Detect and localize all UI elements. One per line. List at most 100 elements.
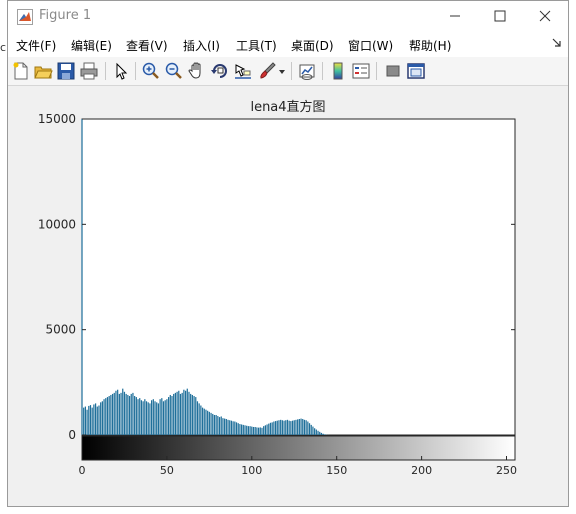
menu-desktop[interactable]: 桌面(D) (291, 39, 334, 53)
histogram-bar (210, 412, 212, 435)
histogram-bar (315, 429, 317, 435)
dock-arrow-icon[interactable] (552, 38, 562, 48)
menu-window[interactable]: 窗口(W) (348, 39, 394, 53)
histogram-bar (105, 398, 107, 435)
histogram-bar (108, 396, 110, 435)
histogram-bar (215, 414, 217, 435)
histogram-bar (176, 391, 178, 435)
histogram-bar (86, 409, 88, 435)
colorbar-icon[interactable] (328, 61, 348, 81)
histogram-bar (166, 399, 168, 435)
select-arrow-icon[interactable] (111, 61, 131, 81)
histogram-bar (278, 420, 280, 435)
histogram-bar (161, 398, 163, 435)
histogram-bar (225, 418, 227, 435)
menu-edit[interactable]: 编辑(E) (71, 39, 112, 53)
menu-help[interactable]: 帮助(H) (409, 39, 452, 53)
histogram-bar (264, 425, 266, 435)
histogram-bar (286, 419, 289, 435)
histogram-bar (212, 413, 214, 435)
histogram-bar (239, 424, 241, 435)
matlab-logo-icon (17, 9, 33, 25)
histogram-bar (224, 418, 226, 435)
histogram-bar (149, 403, 151, 435)
histogram-bar (147, 402, 149, 435)
histogram-bar (200, 405, 202, 435)
histogram-bar (244, 425, 246, 435)
histogram-bar (307, 421, 309, 435)
histogram-bar (101, 401, 103, 435)
histogram-axes[interactable]: 0 5000 10000 15000 0 50 100 150 200 250 (8, 86, 568, 486)
histogram-bar (222, 418, 224, 435)
histogram-bar (230, 420, 233, 435)
histogram-bar (220, 416, 222, 435)
open-file-icon[interactable] (33, 61, 53, 81)
menu-view[interactable]: 查看(V) (126, 39, 168, 53)
histogram-bar (308, 423, 311, 435)
save-icon[interactable] (56, 61, 76, 81)
zoom-in-icon[interactable] (141, 61, 161, 81)
pan-hand-icon[interactable] (187, 61, 207, 81)
close-icon[interactable] (530, 5, 560, 27)
toolbar-separator (322, 62, 323, 80)
hide-plot-tools-icon[interactable] (383, 61, 403, 81)
x-tick-label: 100 (241, 464, 262, 477)
y-axis-ticks: 0 5000 10000 15000 (38, 112, 515, 442)
x-tick-label: 250 (496, 464, 517, 477)
histogram-bar (111, 393, 114, 435)
histogram-bar (268, 423, 270, 435)
histogram-bar (317, 430, 319, 435)
minimize-icon[interactable] (440, 5, 470, 27)
plot-area (81, 118, 516, 436)
menu-file[interactable]: 文件(F) (16, 39, 57, 53)
toolbar-separator (135, 62, 136, 80)
histogram-bar (298, 418, 300, 435)
histogram-bar (269, 422, 272, 435)
grayscale-colorbar (81, 435, 516, 461)
histogram-bar (291, 420, 294, 435)
histogram-bar (113, 392, 115, 435)
histogram-bar (266, 424, 268, 435)
histogram-bar (314, 428, 316, 435)
histogram-bar (142, 401, 144, 435)
brush-dropdown-icon[interactable] (278, 61, 286, 81)
x-tick-label: 200 (411, 464, 432, 477)
histogram-bar (122, 388, 124, 435)
figure-window: Figure 1 文件(F) 编辑(E) 查看(V) 插入(I) 工具(T) 桌… (7, 0, 569, 507)
background-window-text: c (0, 41, 7, 54)
menu-tools[interactable]: 工具(T) (236, 39, 277, 53)
menu-insert[interactable]: 插入(I) (183, 39, 220, 53)
histogram-bar (274, 421, 277, 435)
histogram-bar (297, 419, 299, 435)
histogram-bar (159, 399, 161, 435)
print-icon[interactable] (79, 61, 99, 81)
zoom-out-icon[interactable] (164, 61, 184, 81)
histogram-bar (127, 394, 129, 435)
histogram-bar (217, 416, 219, 435)
histogram-bar (157, 403, 160, 435)
histogram-bar (293, 420, 295, 435)
histogram-bar (295, 419, 297, 435)
histogram-bar (137, 399, 139, 435)
toolbar-separator (291, 62, 292, 80)
rotate-3d-icon[interactable] (210, 61, 230, 81)
histogram-bar (281, 420, 283, 435)
maximize-icon[interactable] (485, 5, 515, 27)
toolbar-separator (376, 62, 377, 80)
histogram-bar (193, 396, 195, 435)
legend-icon[interactable] (351, 61, 371, 81)
histogram-bar (235, 422, 238, 435)
histogram-bar (115, 390, 117, 435)
brush-icon[interactable] (257, 61, 277, 81)
histogram-bar (128, 396, 131, 435)
data-cursor-icon[interactable] (233, 61, 253, 81)
histogram-bar (205, 409, 207, 435)
histogram-bar (120, 392, 122, 435)
title-bar[interactable]: Figure 1 (8, 1, 568, 32)
link-plot-icon[interactable] (297, 61, 317, 81)
show-plot-tools-icon[interactable] (406, 61, 426, 81)
histogram-bar (190, 393, 192, 435)
new-figure-icon[interactable] (11, 61, 31, 81)
histogram-bar (195, 397, 197, 435)
y-tick-label: 5000 (45, 323, 76, 337)
